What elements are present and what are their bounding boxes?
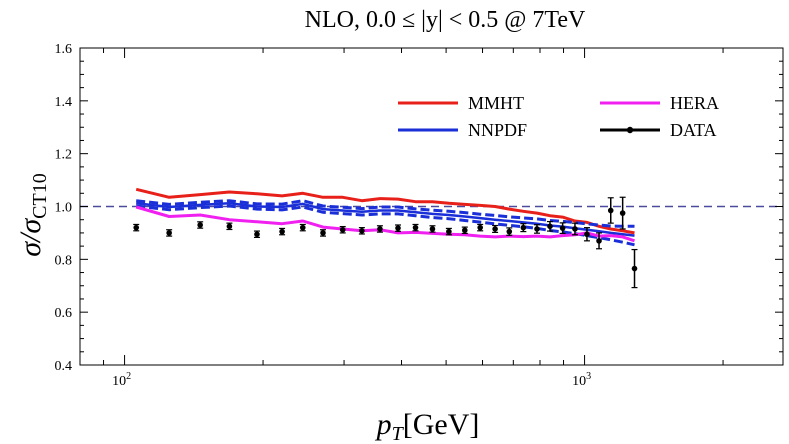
chart-title: NLO, 0.0 ≤ |y| < 0.5 @ 7TeV	[305, 7, 586, 33]
data-point	[279, 228, 285, 235]
data-point	[506, 228, 513, 235]
series-line-nnpdf-upper	[136, 199, 635, 228]
x-tick-label-base: 10	[112, 374, 126, 389]
y-axis-label-main: σ/σ	[14, 218, 47, 257]
data-point	[572, 226, 578, 232]
data-point	[133, 224, 140, 231]
data-point	[631, 265, 638, 272]
data-point	[619, 210, 626, 216]
data-point	[254, 231, 260, 238]
data-point	[412, 224, 419, 231]
data-point	[446, 228, 452, 235]
series-line-mmht	[135, 187, 635, 235]
data-point	[607, 207, 614, 214]
data-point	[492, 226, 498, 232]
data-point	[395, 225, 401, 231]
x-axis-label-sub: T	[392, 423, 405, 444]
data-point	[320, 230, 326, 236]
data-point	[377, 226, 383, 232]
y-tick-label: 1.6	[55, 42, 73, 57]
legend-label-nnpdf: NNPDF	[468, 120, 527, 140]
data-point	[299, 224, 306, 231]
data-point	[547, 223, 553, 230]
data-point	[339, 226, 346, 233]
x-tick-label-exp: 2	[126, 371, 131, 382]
data-point	[534, 226, 540, 232]
x-tick-label: 103	[572, 371, 591, 389]
legend-label-hera: HERA	[670, 93, 719, 113]
y-tick-label: 1.4	[55, 95, 73, 110]
y-axis-label: σ/σCT10	[14, 173, 51, 257]
x-axis-label-unit: [GeV]	[403, 408, 480, 441]
x-tick-label: 102	[112, 371, 131, 389]
y-tick-label: 0.8	[55, 253, 73, 268]
x-tick-label-base: 10	[572, 374, 586, 389]
x-axis-label-main: p	[375, 408, 392, 441]
data-point	[359, 228, 365, 234]
data-point	[197, 222, 203, 228]
data-point	[584, 231, 590, 238]
x-tick-label-exp: 3	[586, 371, 591, 382]
legend-label-data: DATA	[670, 120, 717, 140]
series-line-hera	[135, 205, 635, 243]
legend-marker-data	[626, 126, 634, 134]
y-tick-label: 0.6	[55, 306, 73, 321]
y-axis-label-sub: CT10	[29, 173, 51, 219]
data-point	[226, 223, 233, 230]
data-point	[461, 227, 468, 234]
y-tick-label: 0.4	[55, 359, 73, 374]
data-point	[429, 226, 436, 232]
data-point	[520, 224, 527, 231]
data-point	[559, 225, 566, 231]
y-tick-label: 1.0	[55, 201, 73, 216]
data-point	[596, 238, 602, 244]
series-line-nnpdf-central	[136, 202, 635, 237]
x-axis-label: pT[GeV]	[375, 408, 480, 444]
data-point	[166, 230, 172, 236]
plot-area	[80, 187, 783, 289]
data-point	[477, 224, 483, 231]
legend-label-mmht: MMHT	[468, 93, 524, 113]
y-tick-label: 1.2	[55, 148, 73, 163]
legend: MMHT HERA NNPDF DATA	[398, 93, 719, 140]
